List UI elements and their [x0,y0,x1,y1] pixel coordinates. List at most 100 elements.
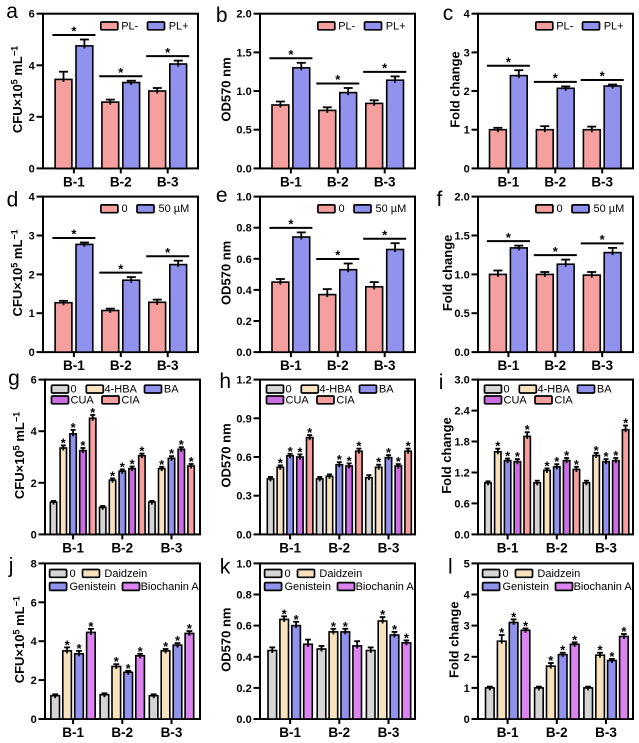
svg-text:*: * [343,619,349,634]
svg-text:50 µM: 50 µM [376,203,407,215]
svg-text:*: * [597,643,603,658]
svg-text:4-HBA: 4-HBA [105,384,138,396]
svg-text:*: * [392,622,398,637]
svg-text:*: * [380,607,386,622]
svg-text:CFU×105 mL−1: CFU×105 mL−1 [12,412,28,499]
svg-text:Genistein: Genistein [503,581,549,593]
svg-text:B-2: B-2 [328,725,350,740]
svg-text:B-1: B-1 [280,174,302,189]
svg-text:OD570 nm: OD570 nm [219,57,234,121]
svg-text:*: * [288,444,294,459]
svg-text:*: * [139,444,145,459]
svg-text:d: d [7,188,19,211]
svg-text:*: * [76,641,82,656]
svg-text:*: * [495,439,501,454]
svg-text:1.5: 1.5 [236,47,251,59]
svg-text:CFU×105 mL−1: CFU×105 mL−1 [10,46,26,133]
svg-text:B-1: B-1 [498,174,520,189]
svg-text:*: * [404,630,410,645]
svg-text:B-3: B-3 [595,540,617,555]
svg-text:Daidzein: Daidzein [104,568,147,580]
svg-text:B-1: B-1 [63,358,85,373]
svg-text:*: * [169,446,175,461]
svg-text:*: * [553,71,559,86]
svg-text:*: * [163,639,169,654]
svg-text:Biochanin A: Biochanin A [356,581,415,593]
svg-text:*: * [594,443,600,458]
svg-text:0: 0 [286,384,292,396]
svg-text:*: * [347,453,353,468]
svg-text:B-2: B-2 [544,174,566,189]
svg-text:*: * [386,445,392,460]
svg-text:1.0: 1.0 [236,86,251,98]
svg-text:B-1: B-1 [280,358,302,373]
svg-text:*: * [511,609,517,624]
svg-text:3.0: 3.0 [454,375,469,387]
svg-text:2.0: 2.0 [236,9,251,21]
svg-text:B-1: B-1 [62,540,84,555]
svg-text:4: 4 [31,426,38,438]
svg-text:B-2: B-2 [110,174,132,189]
svg-text:2: 2 [464,86,470,98]
svg-text:*: * [71,227,77,242]
svg-text:*: * [331,619,337,634]
svg-text:*: * [120,459,126,474]
svg-text:*: * [90,405,96,420]
svg-text:b: b [216,4,228,27]
svg-text:BA: BA [597,384,612,396]
svg-text:B-1: B-1 [497,725,519,740]
svg-text:1: 1 [464,125,470,137]
svg-text:0: 0 [29,163,35,175]
svg-text:0: 0 [557,203,563,215]
svg-text:B-2: B-2 [544,358,566,373]
svg-text:0: 0 [464,714,470,726]
svg-text:0.0: 0.0 [236,529,251,541]
svg-text:2: 2 [31,478,37,490]
svg-text:*: * [600,69,606,84]
svg-text:8: 8 [31,558,37,570]
svg-text:B-1: B-1 [279,725,301,740]
svg-text:0.0: 0.0 [454,347,469,359]
svg-text:*: * [572,632,578,647]
svg-text:OD570 nm: OD570 nm [219,423,234,487]
svg-text:Fold change: Fold change [439,417,454,494]
svg-text:BA: BA [379,384,394,396]
svg-text:*: * [288,217,294,232]
svg-text:*: * [138,644,144,659]
svg-text:B-3: B-3 [374,358,396,373]
svg-text:f: f [437,188,443,211]
svg-text:1.0: 1.0 [236,192,251,204]
svg-text:*: * [564,448,570,463]
svg-text:0: 0 [71,384,77,396]
svg-text:0.8: 0.8 [236,590,251,602]
svg-text:*: * [337,452,343,467]
svg-text:BA: BA [164,384,179,396]
svg-text:*: * [523,618,529,633]
svg-text:*: * [603,449,609,464]
svg-text:j: j [8,555,14,578]
svg-text:e: e [216,184,228,207]
svg-text:2: 2 [29,112,35,124]
svg-text:0.6: 0.6 [236,452,251,464]
svg-text:*: * [175,633,181,648]
svg-text:*: * [406,439,412,454]
svg-text:*: * [515,449,521,464]
svg-text:B-2: B-2 [546,540,568,555]
svg-text:*: * [71,24,77,39]
svg-text:B-3: B-3 [161,540,183,555]
svg-text:*: * [609,649,615,664]
svg-text:B-3: B-3 [157,358,179,373]
svg-text:0.2: 0.2 [236,316,251,328]
svg-text:Genistein: Genistein [285,581,331,593]
svg-text:*: * [560,643,566,658]
svg-text:*: * [376,455,382,470]
svg-text:0.0: 0.0 [236,714,251,726]
svg-text:*: * [621,624,627,639]
svg-text:B-3: B-3 [595,725,617,740]
svg-text:B-3: B-3 [157,174,179,189]
svg-text:B-1: B-1 [497,540,519,555]
svg-text:1.8: 1.8 [454,437,469,449]
svg-text:a: a [6,0,18,23]
svg-text:*: * [499,625,505,640]
svg-text:0.9: 0.9 [236,413,251,425]
